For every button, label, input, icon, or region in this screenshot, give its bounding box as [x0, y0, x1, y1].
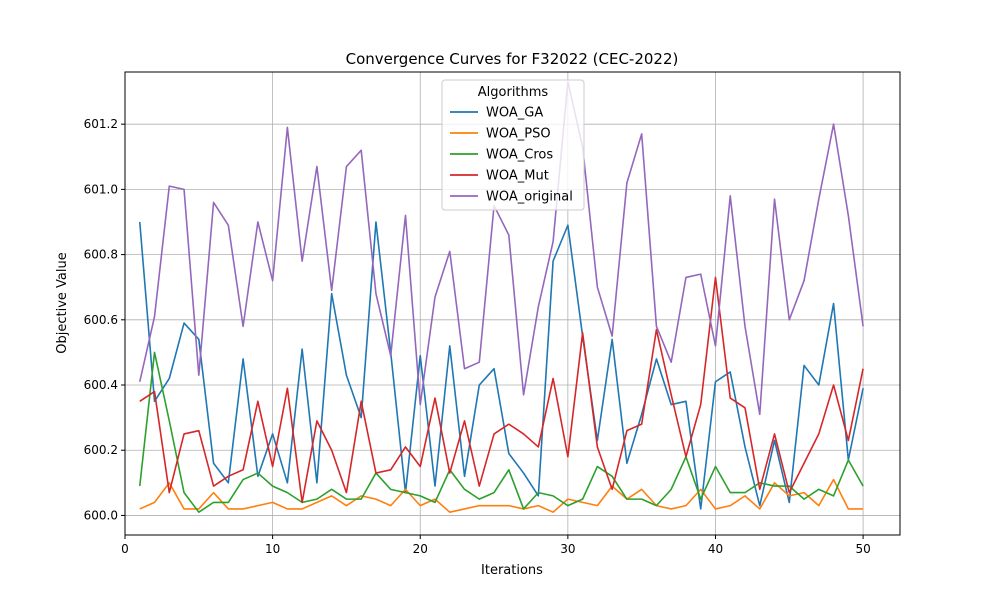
- x-tick-label: 20: [413, 542, 428, 556]
- y-tick-label: 600.0: [84, 508, 118, 522]
- y-axis-label: Objective Value: [55, 252, 70, 353]
- y-tick-label: 600.8: [84, 248, 118, 262]
- plot-frame: [124, 71, 901, 536]
- x-axis-label: Iterations: [481, 563, 543, 578]
- series-line-woa-ga: [138, 221, 864, 510]
- legend-label: WOA_original: [486, 190, 573, 205]
- y-tick-label: 600.2: [84, 443, 118, 457]
- series-line-woa-original: [138, 80, 864, 416]
- series-lines: [138, 80, 864, 513]
- legend-items: WOA_GA WOA_PSO WOA_Cros WOA_Mut WOA_original: [450, 106, 573, 205]
- legend-title: Algorithms: [478, 85, 549, 100]
- y-tick-label: 601.0: [84, 182, 118, 196]
- x-tick-label: 0: [121, 542, 129, 556]
- chart-title: Convergence Curves for F32022 (CEC-2022): [346, 50, 679, 68]
- legend: Algorithms WOA_GAWOA_PSOWOA_CrosWOA_MutW…: [441, 79, 585, 211]
- y-tick-label: 601.2: [84, 117, 118, 131]
- y-tick-label: 600.6: [84, 313, 118, 327]
- series-line-woa-pso: [139, 478, 864, 513]
- y-axis-ticks: 600.0 600.2 600.4 600.6 600.8 601.0 601.2: [84, 117, 125, 522]
- series-line-woa-mut: [139, 276, 864, 504]
- series-line-woa-cros: [138, 351, 864, 513]
- x-tick-label: 10: [265, 542, 280, 556]
- x-tick-label: 30: [560, 542, 575, 556]
- legend-label: WOA_Mut: [486, 169, 549, 184]
- x-tick-label: 40: [708, 542, 723, 556]
- legend-label: WOA_Cros: [486, 148, 553, 163]
- x-tick-label: 50: [855, 542, 870, 556]
- legend-label: WOA_PSO: [486, 127, 551, 142]
- legend-label: WOA_GA: [486, 106, 543, 121]
- y-tick-label: 600.4: [84, 378, 118, 392]
- x-axis-ticks: 0 10 20 30 40 50: [121, 535, 871, 556]
